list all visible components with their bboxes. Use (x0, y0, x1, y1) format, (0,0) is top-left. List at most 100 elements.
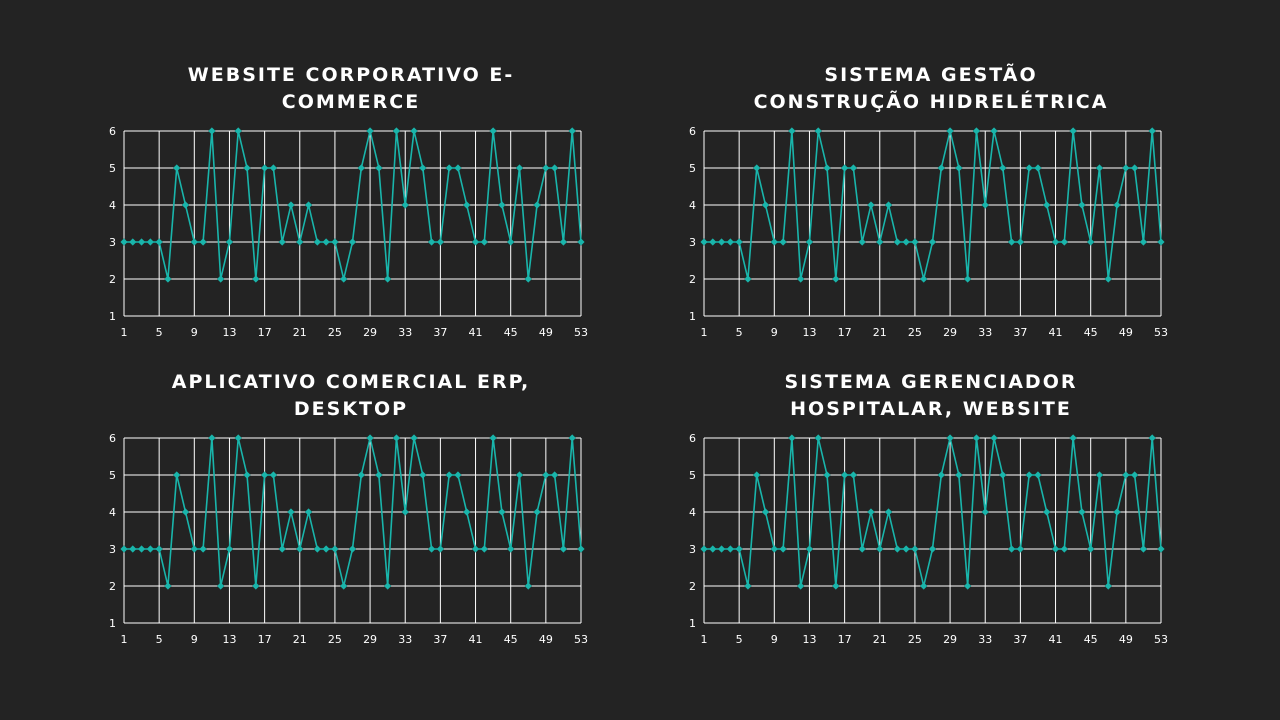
data-point (805, 238, 814, 246)
x-tick-label: 37 (1013, 326, 1027, 339)
x-tick-label: 41 (469, 633, 483, 646)
data-point (375, 471, 383, 479)
data-point (1131, 471, 1139, 479)
data-point (243, 164, 251, 172)
x-tick-label: 37 (433, 633, 447, 646)
data-point (1007, 238, 1016, 246)
data-point (1016, 545, 1024, 553)
x-tick-label: 21 (873, 326, 887, 339)
data-point (920, 582, 928, 590)
y-tick-label: 5 (109, 162, 116, 175)
data-point (946, 127, 954, 135)
data-point (893, 238, 901, 246)
x-tick-label: 13 (802, 326, 816, 339)
data-point (717, 545, 726, 553)
data-point (287, 201, 295, 209)
data-point (392, 127, 401, 135)
data-point (814, 434, 822, 442)
x-tick-label: 33 (398, 633, 412, 646)
data-point (858, 238, 866, 246)
y-tick-label: 6 (109, 125, 116, 138)
data-point (735, 545, 743, 553)
data-point (946, 434, 954, 442)
data-point (1087, 238, 1095, 246)
data-point (471, 545, 480, 553)
x-tick-label: 33 (978, 633, 992, 646)
x-tick-label: 17 (258, 326, 272, 339)
x-tick-label: 1 (121, 633, 128, 646)
x-tick-label: 37 (1013, 633, 1027, 646)
data-point (234, 127, 242, 135)
data-point (551, 471, 559, 479)
x-tick-label: 41 (1049, 326, 1063, 339)
y-tick-label: 5 (689, 469, 696, 482)
data-point (190, 238, 198, 246)
x-tick-label: 25 (328, 326, 342, 339)
data-point (1078, 201, 1086, 209)
data-point (120, 238, 128, 246)
x-tick-label: 13 (222, 633, 236, 646)
chart-title: SISTEMA GERENCIADOR HOSPITALAR, WEBSITE (784, 371, 1078, 420)
x-tick-label: 49 (539, 633, 553, 646)
data-point (489, 434, 497, 442)
data-point (1025, 471, 1033, 479)
data-point (726, 238, 734, 246)
data-point (410, 127, 418, 135)
data-point (322, 545, 330, 553)
data-point (287, 508, 295, 516)
x-tick-label: 53 (574, 633, 588, 646)
data-point (999, 164, 1007, 172)
data-point (173, 164, 181, 172)
data-point (1060, 545, 1068, 553)
y-tick-label: 6 (689, 432, 696, 445)
data-point (823, 471, 831, 479)
data-point (999, 471, 1007, 479)
x-tick-label: 37 (433, 326, 447, 339)
x-tick-label: 33 (978, 326, 992, 339)
x-tick-label: 53 (1154, 326, 1168, 339)
x-tick-label: 9 (771, 633, 778, 646)
data-point (129, 545, 137, 553)
data-point (753, 471, 761, 479)
y-tick-label: 1 (109, 617, 116, 630)
x-tick-label: 25 (908, 326, 922, 339)
data-point (217, 275, 225, 283)
data-point (902, 238, 910, 246)
data-point (401, 508, 409, 516)
data-point (445, 471, 453, 479)
data-point (480, 545, 488, 553)
data-point (1069, 127, 1077, 135)
y-tick-label: 3 (689, 236, 696, 249)
data-point (753, 164, 761, 172)
data-point (190, 545, 198, 553)
data-point (155, 545, 163, 553)
data-point (515, 164, 524, 172)
x-tick-label: 9 (771, 326, 778, 339)
data-point (155, 238, 163, 246)
data-point (788, 127, 796, 135)
data-point (1051, 545, 1060, 553)
data-point (384, 275, 392, 283)
y-tick-label: 4 (109, 199, 116, 212)
data-point (1122, 164, 1130, 172)
data-point (366, 434, 374, 442)
data-point (568, 127, 576, 135)
y-tick-label: 1 (689, 310, 696, 323)
y-tick-label: 4 (109, 506, 116, 519)
data-point (524, 275, 532, 283)
data-point (463, 508, 471, 516)
x-tick-label: 17 (258, 633, 272, 646)
x-tick-label: 13 (222, 326, 236, 339)
data-point (225, 545, 234, 553)
x-tick-label: 1 (701, 326, 708, 339)
data-point (955, 164, 963, 172)
data-point (278, 545, 286, 553)
x-tick-label: 29 (943, 633, 957, 646)
data-point (1016, 238, 1024, 246)
data-point (331, 545, 339, 553)
x-tick-label: 25 (328, 633, 342, 646)
data-point (858, 545, 866, 553)
